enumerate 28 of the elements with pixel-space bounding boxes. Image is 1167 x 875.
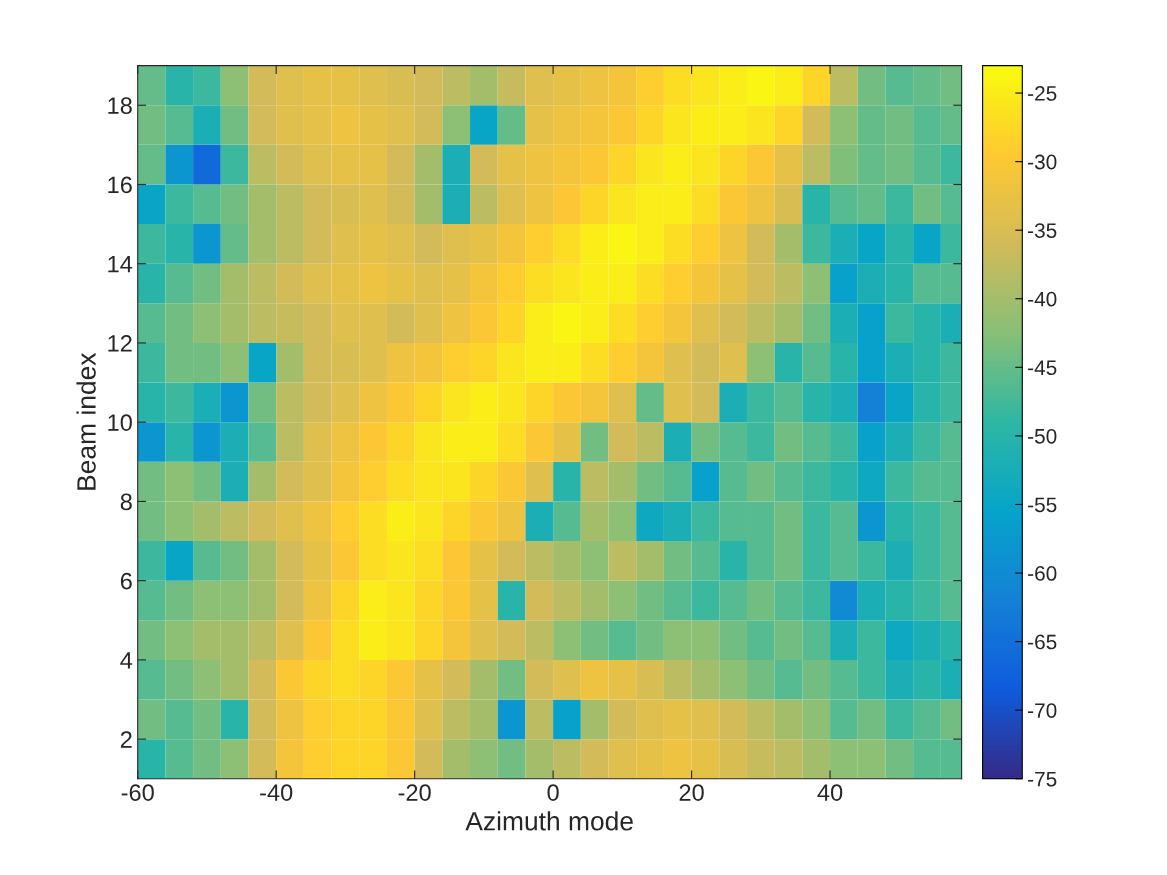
x-tick-label: -20: [398, 784, 431, 801]
y-tick-label: 18: [108, 97, 132, 115]
y-tick-label: 12: [108, 335, 132, 352]
y-tick-label: 4: [120, 652, 133, 669]
x-tick-label: 40: [817, 784, 843, 801]
y-axis-title: Beam index: [76, 352, 96, 490]
color-bar-label: -45: [1028, 360, 1057, 376]
x-tick-label: 0: [547, 784, 559, 801]
x-tick-label: -60: [121, 784, 154, 801]
color-bar-label: -35: [1028, 223, 1057, 238]
color-bar-label: -55: [1028, 497, 1057, 513]
y-tick-label: 8: [120, 493, 132, 511]
y-tick-label: 14: [108, 256, 133, 273]
x-tick-label: -40: [260, 784, 293, 801]
y-tick-label: 16: [108, 176, 132, 194]
y-tick-label: 6: [120, 572, 132, 590]
color-bar-label: -25: [1028, 86, 1057, 101]
color-bar-label: -65: [1028, 634, 1057, 650]
y-tick-label: 10: [108, 414, 132, 431]
color-bar-label: -75: [1028, 771, 1057, 787]
color-bar-label: -60: [1028, 566, 1057, 581]
color-bar-label: -50: [1028, 428, 1057, 444]
color-bar-label: -70: [1028, 703, 1057, 718]
y-tick-label: 2: [120, 731, 132, 748]
color-bar-label: -40: [1028, 291, 1057, 307]
color-bar-label: -30: [1028, 154, 1057, 170]
x-tick-label: 20: [679, 784, 704, 801]
x-axis-title: Azimuth mode: [465, 811, 633, 831]
